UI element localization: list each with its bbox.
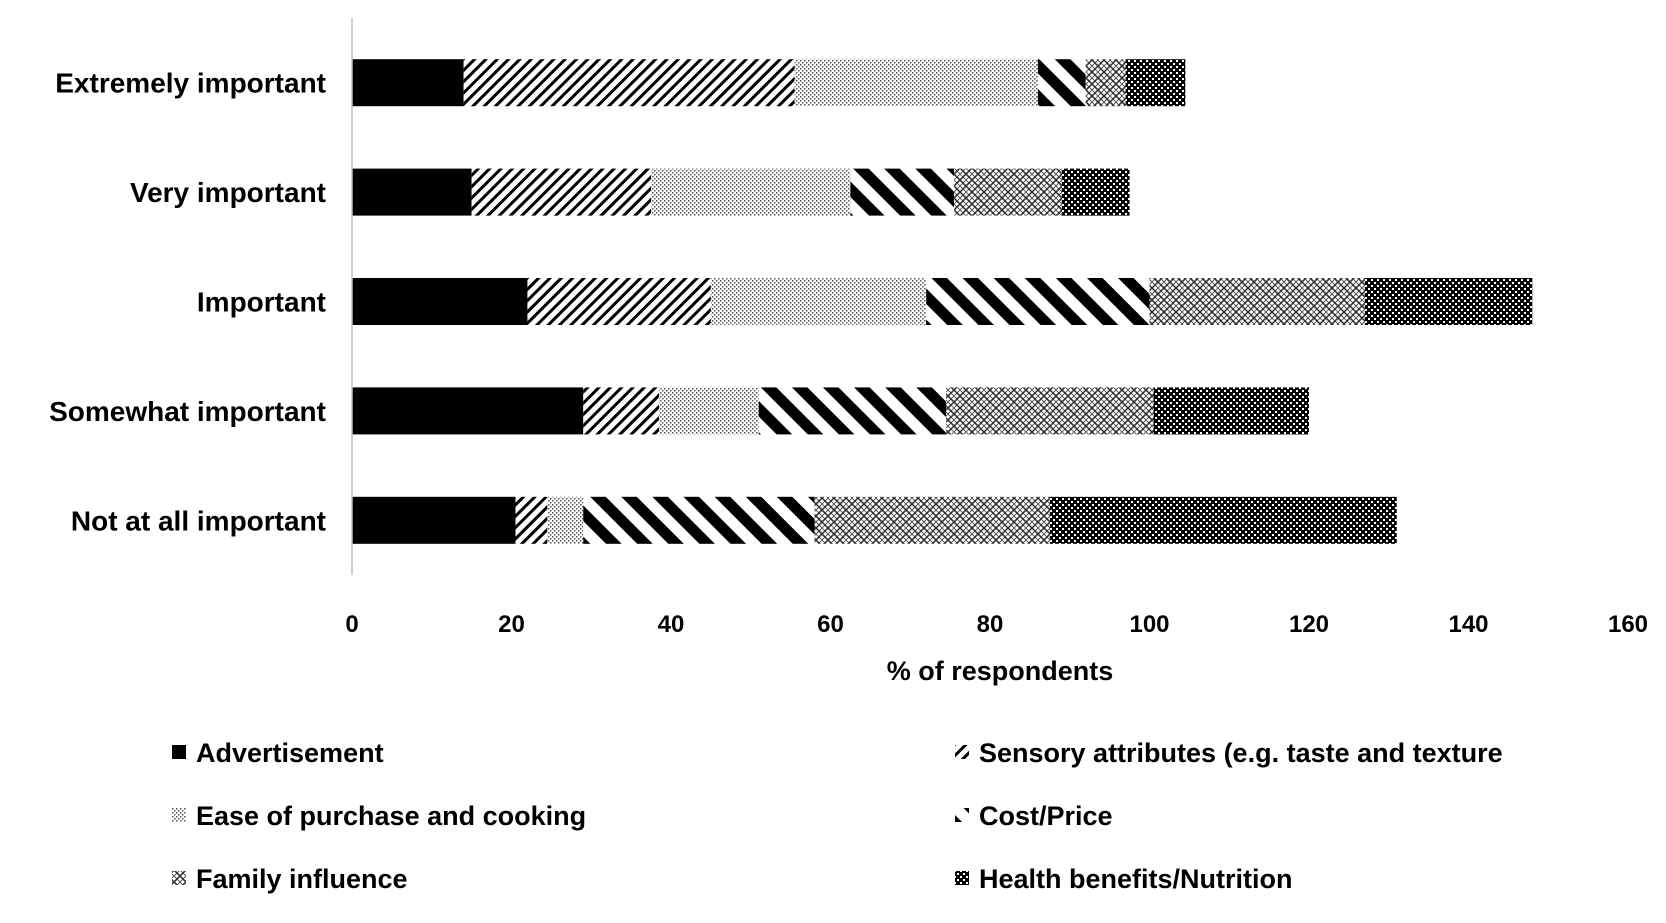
x-tick-label: 100 <box>1129 611 1169 638</box>
bar-segment <box>583 496 815 544</box>
legend-swatch <box>955 871 969 885</box>
bar-segment <box>1061 168 1130 216</box>
legend-swatch <box>172 808 186 822</box>
bar-segments <box>352 59 1533 544</box>
bar-segment <box>352 387 584 435</box>
legend-swatch <box>172 745 186 759</box>
bar-segment <box>659 387 759 435</box>
x-tick-label: 160 <box>1608 611 1648 638</box>
category-label: Very important <box>130 177 326 208</box>
bar-segment <box>1085 59 1126 107</box>
bar-segment <box>758 387 947 435</box>
bar-segment <box>1037 59 1086 107</box>
bar-segment <box>515 496 548 544</box>
x-tick-label: 80 <box>977 611 1004 638</box>
legend: Advertisement Sensory attributes (e.g. ta… <box>172 738 1503 894</box>
x-tick-label: 140 <box>1448 611 1488 638</box>
bar-segment <box>1153 387 1309 435</box>
bar-segment <box>352 496 516 544</box>
bar-segment <box>1049 496 1397 544</box>
x-axis-title: % of respondents <box>887 656 1114 686</box>
bar-segment <box>814 496 1050 544</box>
category-label: Somewhat important <box>49 396 326 427</box>
legend-label: Sensory attributes (e.g. taste and textu… <box>979 738 1503 768</box>
bar-segment <box>954 168 1062 216</box>
x-tick-label: 120 <box>1289 611 1329 638</box>
legend-label: Health benefits/Nutrition <box>979 864 1293 894</box>
legend-swatch <box>955 745 969 759</box>
bar-segment <box>1149 278 1365 325</box>
bar-segment <box>527 278 711 325</box>
x-tick-label: 0 <box>345 611 358 638</box>
legend-swatch <box>172 871 186 885</box>
bar-segment <box>471 168 652 216</box>
bar-segment <box>926 278 1150 325</box>
legend-swatch <box>955 808 969 822</box>
x-tick-label: 60 <box>817 611 844 638</box>
legend-label: Ease of purchase and cooking <box>196 801 586 831</box>
legend-label: Cost/Price <box>979 801 1113 831</box>
x-tick-labels: 0 20 40 60 80 100 120 140 160 <box>345 611 1648 638</box>
bar-segment <box>794 59 1038 107</box>
bar-segment <box>352 278 528 325</box>
x-tick-label: 40 <box>658 611 685 638</box>
bar-segment <box>1125 59 1186 107</box>
legend-label: Advertisement <box>196 738 384 768</box>
bar-segment <box>651 168 851 216</box>
bar-segment <box>710 278 927 325</box>
x-tick-label: 20 <box>498 611 525 638</box>
bar-segment <box>850 168 955 216</box>
bar-segment <box>463 59 795 107</box>
legend-label: Family influence <box>196 864 408 894</box>
category-labels: Extremely important Very important Importa… <box>49 68 326 537</box>
bar-segment <box>547 496 584 544</box>
category-label: Important <box>197 287 326 318</box>
bar-segment <box>352 168 472 216</box>
category-label: Extremely important <box>55 68 326 99</box>
bar-segment <box>352 59 464 107</box>
bar-segment <box>946 387 1154 435</box>
bar-segment <box>1364 278 1533 325</box>
bar-segment <box>583 387 660 435</box>
category-label: Not at all important <box>71 505 326 536</box>
